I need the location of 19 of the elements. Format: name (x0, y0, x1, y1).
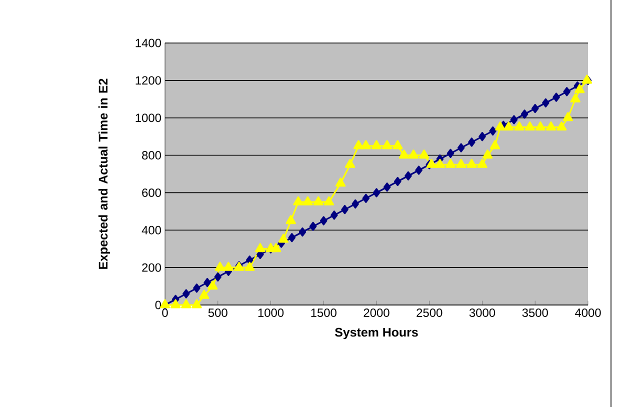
y-tick-label: 400 (142, 226, 162, 234)
x-tick-label: 3000 (469, 308, 496, 317)
y-tick-label: 1400 (136, 38, 162, 48)
y-axis-title: Expected and Actual Time in E2 (98, 78, 110, 269)
y-tick-label: 800 (142, 151, 162, 160)
y-tick-label: 1000 (136, 114, 162, 122)
y-tick-label: 0 (155, 300, 162, 310)
x-axis-title: System Hours (334, 328, 418, 340)
x-tick-label: 0 (162, 308, 168, 317)
y-tick-label: 1200 (136, 76, 162, 85)
x-tick-label: 4000 (574, 308, 601, 317)
x-tick-label: 3500 (522, 308, 548, 317)
x-tick-label: 1000 (258, 308, 284, 317)
y-tick-label: 600 (142, 188, 162, 197)
x-tick-label: 500 (208, 308, 228, 317)
x-tick-label: 2000 (364, 308, 390, 317)
x-tick-label: 2500 (416, 308, 442, 317)
x-tick-label: 1500 (311, 308, 336, 317)
y-tick-label: 200 (142, 263, 162, 272)
